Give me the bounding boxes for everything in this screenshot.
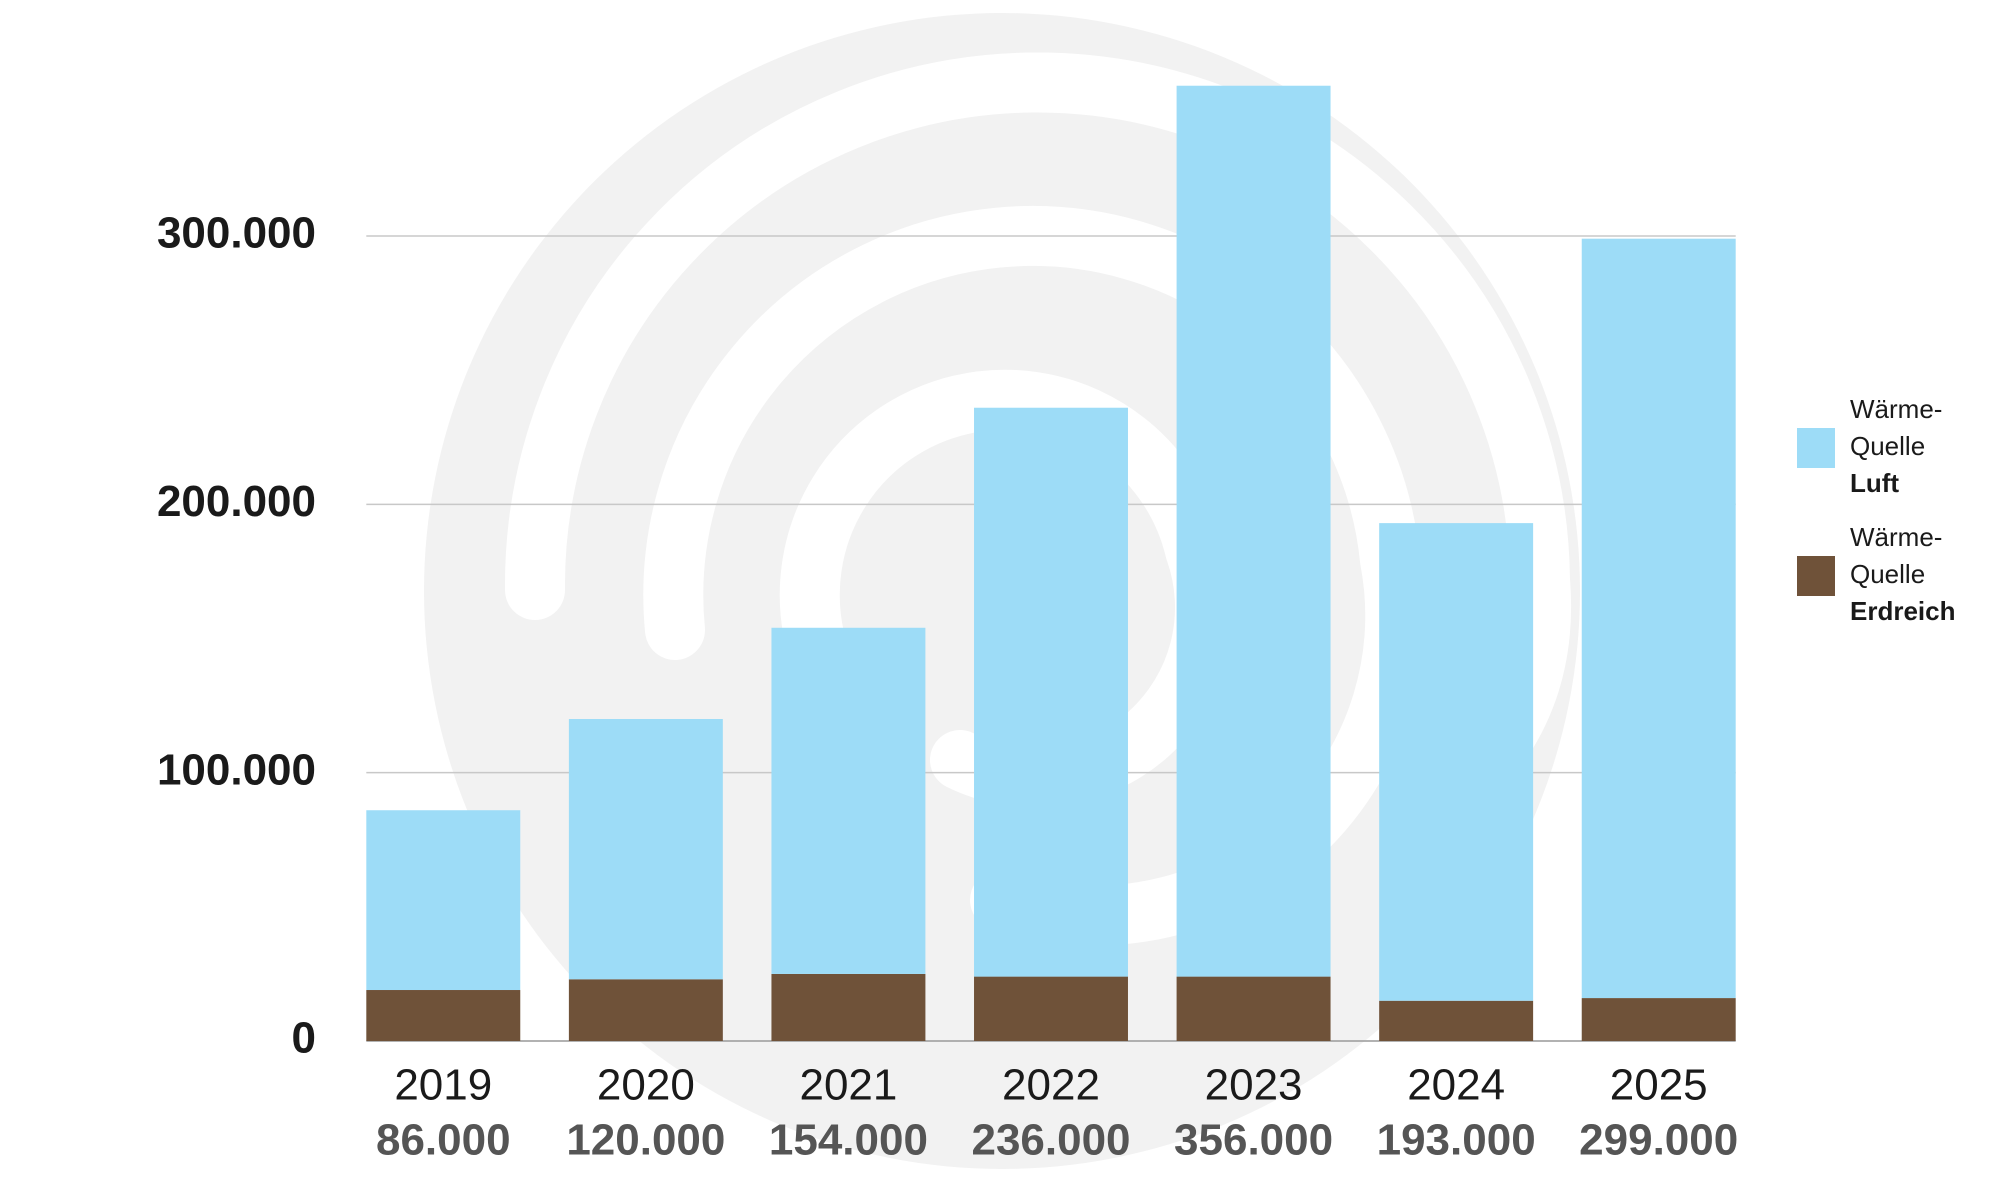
bar-segment	[1581, 238, 1736, 999]
legend-line: Quelle	[1850, 431, 1925, 461]
legend-label: Wärme- Quelle Erdreich	[1850, 522, 1956, 626]
legend-line: Wärme-	[1850, 522, 1942, 552]
total-label: 356.000	[1174, 1116, 1333, 1165]
y-tick-label: 200.000	[157, 477, 316, 526]
bar-segment	[1581, 998, 1736, 1041]
legend-label: Wärme- Quelle Luft	[1850, 394, 1942, 498]
total-label: 120.000	[566, 1116, 725, 1165]
legend-swatch	[1797, 428, 1835, 468]
y-tick-label: 300.000	[157, 209, 316, 258]
total-label: 86.000	[376, 1116, 511, 1165]
bar-segment	[568, 979, 723, 1041]
total-label: 193.000	[1377, 1116, 1536, 1165]
y-tick-label: 0	[292, 1014, 316, 1063]
bar-segment	[1176, 85, 1331, 977]
x-tick-label: 2019	[394, 1061, 492, 1110]
total-label: 154.000	[769, 1116, 928, 1165]
legend-line: Erdreich	[1850, 596, 1956, 626]
legend-line: Quelle	[1850, 559, 1925, 589]
x-tick-label: 2024	[1407, 1061, 1505, 1110]
x-tick-label: 2023	[1205, 1061, 1303, 1110]
bar-segment	[568, 719, 723, 980]
legend-line: Luft	[1850, 468, 1899, 498]
bar-segment	[366, 990, 521, 1041]
x-tick-label: 2021	[799, 1061, 897, 1110]
bar-segment	[1379, 1000, 1534, 1041]
total-label: 236.000	[971, 1116, 1130, 1165]
bar-segment	[1379, 523, 1534, 1001]
bar-segment	[366, 810, 521, 991]
bar-segment	[974, 976, 1128, 1041]
legend-line: Wärme-	[1850, 394, 1942, 424]
legend-swatch	[1797, 556, 1835, 596]
total-label: 299.000	[1579, 1116, 1738, 1165]
x-tick-label: 2022	[1002, 1061, 1100, 1110]
bar-segment	[771, 627, 926, 974]
y-tick-label: 100.000	[157, 745, 316, 794]
bar-segment	[771, 973, 926, 1041]
x-tick-label: 2025	[1610, 1061, 1708, 1110]
bar-segment	[1176, 976, 1331, 1041]
x-tick-label: 2020	[597, 1061, 695, 1110]
bar-segment	[974, 407, 1128, 977]
